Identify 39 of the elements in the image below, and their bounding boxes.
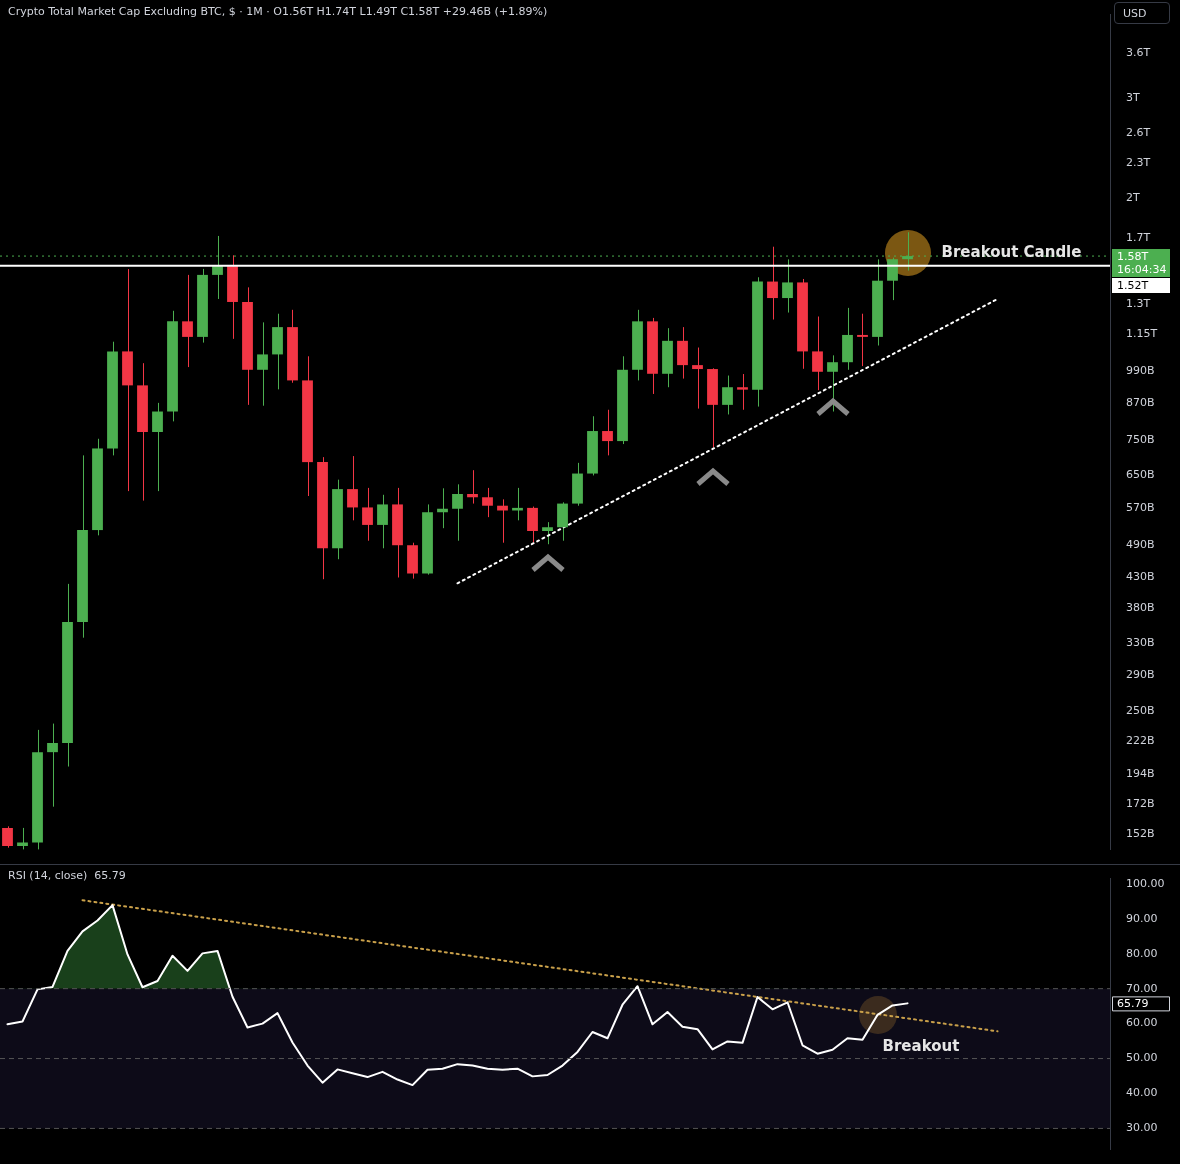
y-tick-label: 2.3T — [1126, 156, 1151, 170]
y-tick-label: 152B — [1126, 827, 1155, 841]
y-tick-label: 194B — [1126, 766, 1155, 780]
chart-title: Crypto Total Market Cap Excluding BTC, $ · 1M · O1.56T H1.74T L1.49T C1.58T +29.46B (+1.89%) — [8, 5, 548, 18]
y-tick-label: 290B — [1126, 667, 1155, 681]
y-tick-label: 250B — [1126, 704, 1155, 718]
y-tick-label: 40.00 — [1126, 1086, 1158, 1100]
y-tick-label: 90.00 — [1126, 911, 1158, 925]
y-tick-label: 50.00 — [1126, 1051, 1158, 1065]
annotation: Breakout — [882, 1037, 960, 1056]
y-tick-label: 1.7T — [1126, 230, 1151, 244]
y-axis-title: USD — [1114, 2, 1170, 24]
y-tick-label: 30.00 — [1126, 1121, 1158, 1135]
y-tick-label: 2T — [1126, 190, 1140, 204]
y-tick-label: 330B — [1126, 635, 1155, 649]
y-tick-label: 2.6T — [1126, 125, 1151, 139]
y-tick-label: 70.00 — [1126, 981, 1158, 995]
y-tick-label: 1.15T — [1126, 327, 1158, 341]
y-tick-label: 100.00 — [1126, 876, 1165, 890]
y-tick-label: 1.3T — [1126, 297, 1151, 311]
y-tick-label: 870B — [1126, 396, 1155, 410]
y-tick-label: 222B — [1126, 733, 1155, 747]
y-tick-label: 750B — [1126, 432, 1155, 446]
annotation: Breakout Candle — [941, 242, 1082, 261]
y-tick-label: 60.00 — [1126, 1016, 1158, 1030]
y-tick-label: 80.00 — [1126, 946, 1158, 960]
chart-title: RSI (14, close) 65.79 — [8, 869, 126, 882]
ref-line-label: 1.52T — [1117, 278, 1149, 292]
text: 65.79 — [1117, 997, 1149, 1011]
y-tick-label: 3.6T — [1126, 45, 1151, 59]
y-tick-label: 650B — [1126, 468, 1155, 482]
ref-line-label: 1.58T 16:04:34 — [1117, 249, 1167, 276]
y-tick-label: 490B — [1126, 538, 1155, 552]
y-tick-label: 3T — [1126, 90, 1140, 104]
y-tick-label: 570B — [1126, 500, 1155, 514]
y-tick-label: 990B — [1126, 364, 1155, 378]
y-tick-label: 430B — [1126, 570, 1155, 584]
y-tick-label: 172B — [1126, 796, 1155, 810]
y-tick-label: 380B — [1126, 600, 1155, 614]
